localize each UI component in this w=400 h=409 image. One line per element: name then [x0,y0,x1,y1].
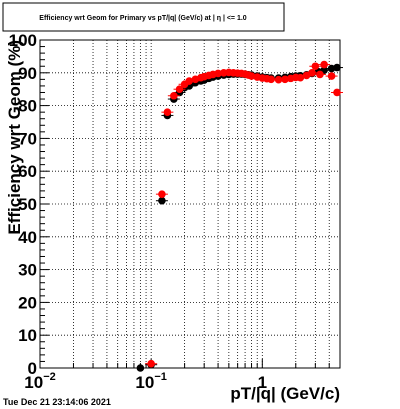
y-tick-label: 80 [18,97,37,116]
y-tick-label: 20 [18,293,37,312]
timestamp-footer: Tue Dec 21 23:14:06 2021 [3,397,111,407]
data-point [333,88,341,97]
data-point [308,69,316,77]
x-axis-title: pT/|q| (GeV/c) [230,384,340,403]
data-point [320,60,328,69]
data-point [311,62,320,71]
data-point [175,85,184,93]
y-tick-label: 100 [9,31,37,50]
y-tick-label: 0 [28,359,37,378]
data-point [274,75,283,84]
x-tick-labels: 10−2 10−1 1 [24,371,267,392]
data-point [158,196,166,205]
data-point [214,69,222,78]
y-tick-label: 70 [18,129,37,148]
data-point [147,359,155,368]
title-box: Efficiency wrt Geom for Primary vs pT/|q… [2,2,285,32]
x-tick-label: 10−1 [135,371,166,392]
y-tick-label: 50 [18,195,37,214]
y-tick-labels: 0 10 20 30 40 50 60 70 80 90 100 [9,31,37,378]
data-point [163,108,172,116]
grid-lines [40,40,340,368]
data-point [247,72,256,80]
y-tick-label: 30 [18,261,37,280]
y-axis-title: Efficiency wrt Geom (%) [5,40,24,235]
x-tick-label: 1 [258,373,267,392]
y-tick-label: 10 [18,326,37,345]
data-point [333,63,341,72]
data-point [170,91,178,100]
chart-title: Efficiency wrt Geom for Primary vs pT/|q… [39,15,247,22]
data-point [267,75,275,84]
data-point [316,70,324,79]
data-point [136,364,145,372]
red-series [145,60,344,368]
axis-ticks [39,39,341,369]
y-tick-label: 60 [18,162,37,181]
y-tick-label: 90 [18,64,37,83]
data-point [327,72,336,80]
y-tick-label: 40 [18,228,37,247]
data-point [281,75,289,84]
x-tick-label: 10−2 [24,371,55,392]
data-series [134,60,344,372]
data-point [158,190,166,198]
